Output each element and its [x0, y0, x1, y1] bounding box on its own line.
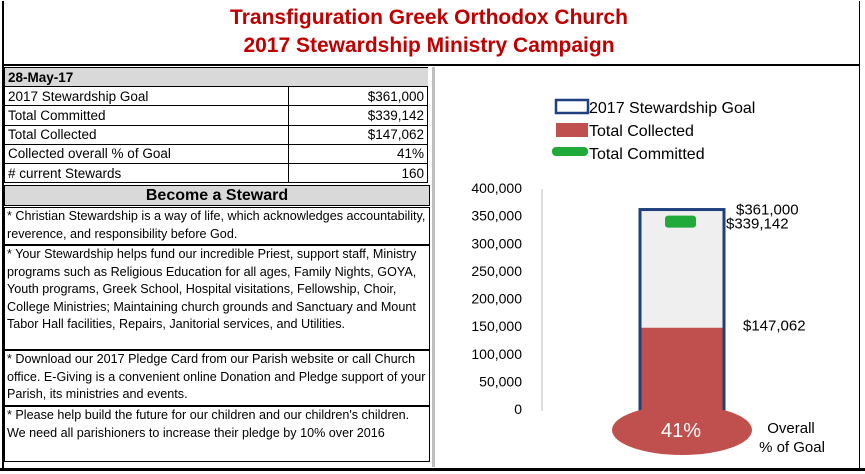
steward-paragraph: * Christian Stewardship is a way of life…	[4, 207, 430, 245]
y-tick-label: 100,000	[471, 346, 522, 362]
stats-value: $147,062	[288, 124, 428, 145]
stats-label: # current Stewards	[4, 162, 289, 184]
stats-date: 28-May-17	[4, 66, 289, 88]
stats-value: $361,000	[288, 86, 428, 107]
stats-label: Total Collected	[4, 124, 289, 145]
committed-marker	[665, 215, 696, 228]
y-tick-label: 150,000	[471, 318, 522, 334]
legend-swatch-collected	[556, 123, 588, 137]
stats-value: 160	[288, 162, 428, 184]
stats-value: $339,142	[288, 105, 428, 126]
percent-caption-line2: % of Goal	[759, 439, 825, 456]
title-divider	[3, 64, 860, 66]
bottom-rule	[0, 468, 865, 471]
y-tick-label: 0	[514, 401, 522, 417]
stats-row: Total Committed $339,142	[4, 105, 428, 126]
stats-label: Total Committed	[4, 105, 289, 126]
value-labels: $361,000 $339,142 $147,062	[726, 202, 806, 335]
percent-badge: 41%	[661, 420, 701, 442]
y-tick-label: 300,000	[471, 235, 522, 251]
stats-row: # current Stewards 160	[4, 162, 428, 184]
percent-caption-line1: Overall	[767, 420, 815, 437]
y-tick-label: 250,000	[471, 263, 522, 279]
thermometer-chart: 2017 Stewardship Goal Total Collected To…	[471, 98, 825, 456]
stats-row: Collected overall % of Goal 41%	[4, 143, 428, 164]
legend-swatch-committed	[552, 147, 588, 156]
stats-row: 2017 Stewardship Goal $361,000	[4, 86, 428, 107]
y-tick-label: 200,000	[471, 291, 522, 307]
steward-paragraph: * Your Stewardship helps fund our incred…	[4, 245, 430, 350]
title-church: Transfiguration Greek Orthodox Church	[230, 6, 628, 29]
chart-area-divider	[432, 67, 435, 467]
stats-row: Total Collected $147,062	[4, 124, 428, 145]
steward-paragraph: * Download our 2017 Pledge Card from our…	[4, 350, 430, 406]
stats-label: Collected overall % of Goal	[4, 143, 289, 164]
collected-bar	[640, 327, 724, 419]
steward-paragraph: * Please help build the future for our c…	[4, 406, 430, 462]
y-axis-ticks: 0 50,000 100,000 150,000 200,000 250,000 300,0…	[471, 180, 522, 417]
title-campaign: 2017 Stewardship Ministry Campaign	[243, 34, 615, 57]
y-tick-label: 350,000	[471, 208, 522, 224]
chart-legend: 2017 Stewardship Goal Total Collected To…	[552, 98, 755, 163]
legend-label-collected: Total Collected	[589, 123, 694, 140]
legend-label-committed: Total Committed	[589, 146, 705, 163]
legend-label-goal: 2017 Stewardship Goal	[589, 100, 755, 117]
become-steward-heading: Become a Steward	[4, 185, 430, 206]
goal-value-label: $361,000	[736, 202, 799, 219]
y-tick-label: 400,000	[471, 180, 522, 196]
page-frame	[2, 1, 860, 469]
legend-swatch-goal	[554, 98, 590, 115]
stats-table: 28-May-17 2017 Stewardship Goal $361,000…	[4, 66, 428, 184]
page-title: Transfiguration Greek Orthodox Church 20…	[4, 4, 854, 60]
y-tick-label: 50,000	[479, 373, 522, 389]
collected-value-label: $147,062	[743, 318, 806, 335]
stats-date-filler	[288, 66, 428, 88]
stats-value: 41%	[288, 143, 428, 164]
percent-bulb	[612, 405, 752, 455]
stats-label: 2017 Stewardship Goal	[4, 86, 289, 107]
stats-date-row: 28-May-17	[4, 66, 428, 88]
committed-value-label: $339,142	[726, 216, 789, 233]
